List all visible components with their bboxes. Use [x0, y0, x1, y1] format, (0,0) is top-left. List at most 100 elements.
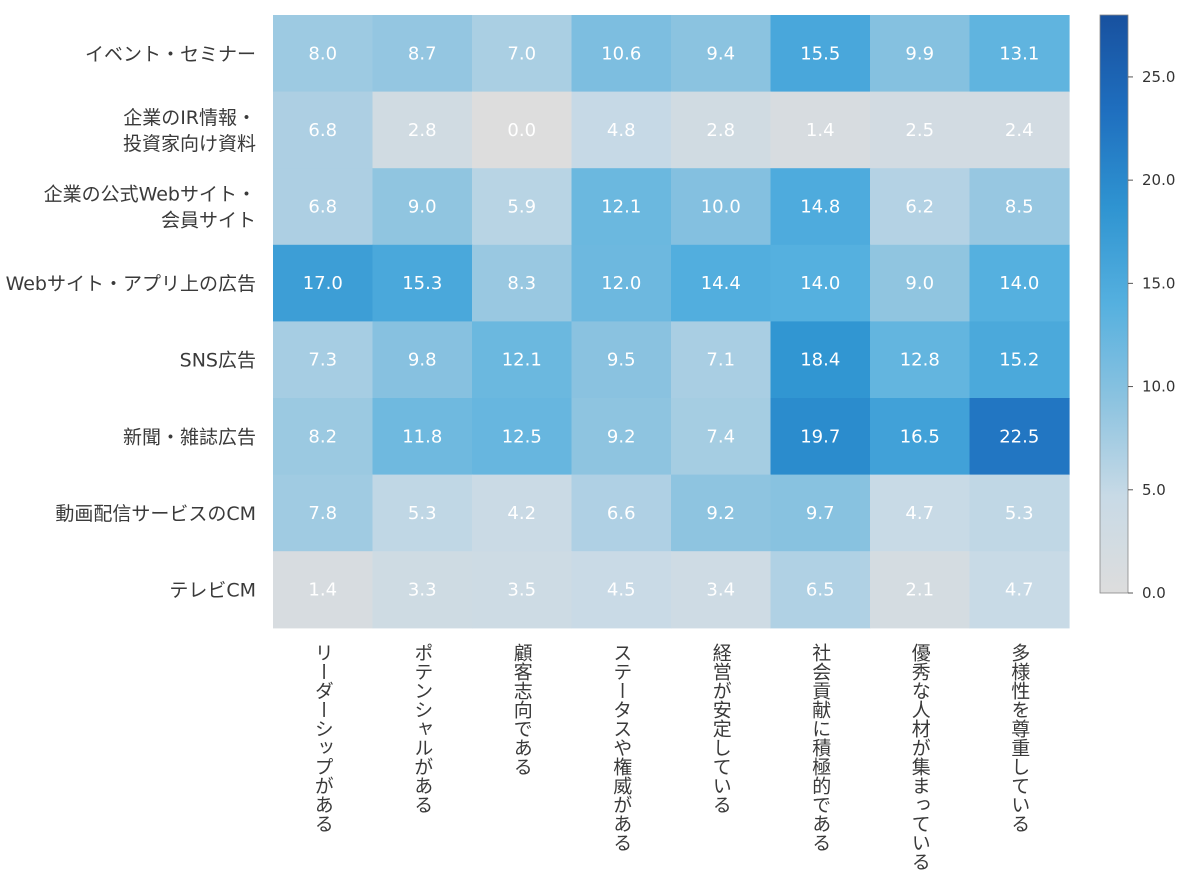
cell-value-label: 9.2: [607, 426, 636, 447]
heatmap-cell: [571, 551, 672, 629]
cell-value-label: 8.2: [308, 426, 337, 447]
cell-value-label: 9.5: [607, 350, 636, 371]
heatmap-cell: [969, 321, 1070, 399]
heatmap-cell: [372, 474, 473, 552]
cell-value-label: 9.4: [706, 43, 735, 64]
colorbar: 0.0 5.0 10.0 15.0 20.0 25.0: [1099, 14, 1175, 602]
column-label: 経営が安定している: [710, 643, 732, 814]
row-label: 企業の公式Webサイト・: [44, 184, 256, 206]
heatmap-cell: [571, 168, 672, 246]
heatmap-cell: [571, 244, 672, 322]
heatmap-cell: [770, 551, 871, 629]
heatmap-cell: [571, 398, 672, 476]
heatmap-cell: [472, 321, 573, 399]
heatmap-cell: [472, 168, 573, 246]
cell-value-label: 8.0: [308, 43, 337, 64]
column-label: 顧客志向である: [511, 643, 533, 776]
column-label: 優秀な人材が集まっている: [909, 643, 931, 871]
heatmap-cell: [671, 321, 772, 399]
heatmap-cell: [571, 91, 672, 169]
cell-value-label: 14.8: [800, 197, 840, 218]
cell-value-label: 12.8: [900, 350, 940, 371]
cell-value-label: 7.3: [308, 350, 337, 371]
cell-value-label: 4.5: [607, 580, 636, 601]
heatmap-cell: [870, 474, 971, 552]
heatmap-cell: [273, 474, 374, 552]
heatmap-cell: [472, 91, 573, 169]
colorbar-tick-label: 25.0: [1142, 68, 1175, 86]
heatmap-cell: [671, 398, 772, 476]
heatmap-cell: [571, 474, 672, 552]
heatmap-cell: [571, 321, 672, 399]
heatmap-cell: [969, 398, 1070, 476]
heatmap-cell: [273, 244, 374, 322]
cell-value-label: 9.0: [408, 197, 437, 218]
cell-value-label: 9.2: [706, 503, 735, 524]
heatmap-cell: [770, 244, 871, 322]
heatmap-cell: [472, 398, 573, 476]
heatmap-cell: [770, 91, 871, 169]
heatmap-cell: [770, 15, 871, 93]
heatmap-cell: [770, 321, 871, 399]
heatmap-cell: [472, 244, 573, 322]
cell-value-label: 9.0: [905, 273, 934, 294]
heatmap-cell: [870, 551, 971, 629]
cell-value-label: 14.0: [999, 273, 1039, 294]
cell-value-label: 8.7: [408, 43, 437, 64]
heatmap-cell: [372, 91, 473, 169]
colorbar-tick-label: 5.0: [1142, 481, 1166, 499]
heatmap-cell: [969, 168, 1070, 246]
cell-value-label: 9.9: [905, 43, 934, 64]
cell-value-label: 14.0: [800, 273, 840, 294]
cell-value-label: 16.5: [900, 426, 940, 447]
cell-value-label: 17.0: [303, 273, 343, 294]
cell-value-label: 12.1: [601, 197, 641, 218]
heatmap-cell: [273, 398, 374, 476]
cell-value-label: 15.5: [800, 43, 840, 64]
row-label: 会員サイト: [161, 210, 256, 232]
heatmap-cell: [671, 168, 772, 246]
cell-value-label: 12.1: [502, 350, 542, 371]
row-label: SNS広告: [180, 350, 256, 372]
cell-value-label: 11.8: [402, 426, 442, 447]
column-label: 社会貢献に積極的である: [809, 643, 831, 852]
cell-value-label: 3.3: [408, 580, 437, 601]
cell-value-label: 2.8: [706, 120, 735, 141]
heatmap-cell: [273, 168, 374, 246]
heatmap-cell: [372, 15, 473, 93]
cell-value-label: 14.4: [701, 273, 741, 294]
heatmap-cell: [870, 398, 971, 476]
heatmap-cell: [571, 15, 672, 93]
cell-value-label: 2.1: [905, 580, 934, 601]
cell-value-label: 7.4: [706, 426, 735, 447]
heatmap-cell: [770, 398, 871, 476]
cell-value-label: 12.0: [601, 273, 641, 294]
heatmap-cell: [273, 15, 374, 93]
cell-value-label: 3.4: [706, 580, 735, 601]
cell-value-label: 8.5: [1005, 197, 1034, 218]
heatmap-cell: [969, 91, 1070, 169]
cell-value-label: 13.1: [999, 43, 1039, 64]
heatmap-cell: [273, 321, 374, 399]
heatmap-cell: [671, 15, 772, 93]
row-label: 新聞・雑誌広告: [123, 426, 256, 448]
heatmap-cell: [870, 168, 971, 246]
heatmap-cell: [770, 168, 871, 246]
cell-value-label: 2.8: [408, 120, 437, 141]
cell-value-label: 4.7: [1005, 580, 1034, 601]
heatmap-cell: [372, 244, 473, 322]
cell-value-label: 7.1: [706, 350, 735, 371]
cell-value-label: 5.9: [507, 197, 536, 218]
cell-value-label: 2.5: [905, 120, 934, 141]
heatmap-cell: [273, 551, 374, 629]
colorbar-gradient: [1099, 14, 1129, 594]
row-label: テレビCM: [169, 580, 256, 602]
cell-value-label: 1.4: [806, 120, 835, 141]
cell-value-label: 2.4: [1005, 120, 1034, 141]
heatmap-cell: [671, 474, 772, 552]
heatmap-cell: [372, 168, 473, 246]
cell-value-label: 6.2: [905, 197, 934, 218]
cell-value-label: 10.0: [701, 197, 741, 218]
cell-value-label: 4.8: [607, 120, 636, 141]
heatmap-cell: [472, 15, 573, 93]
